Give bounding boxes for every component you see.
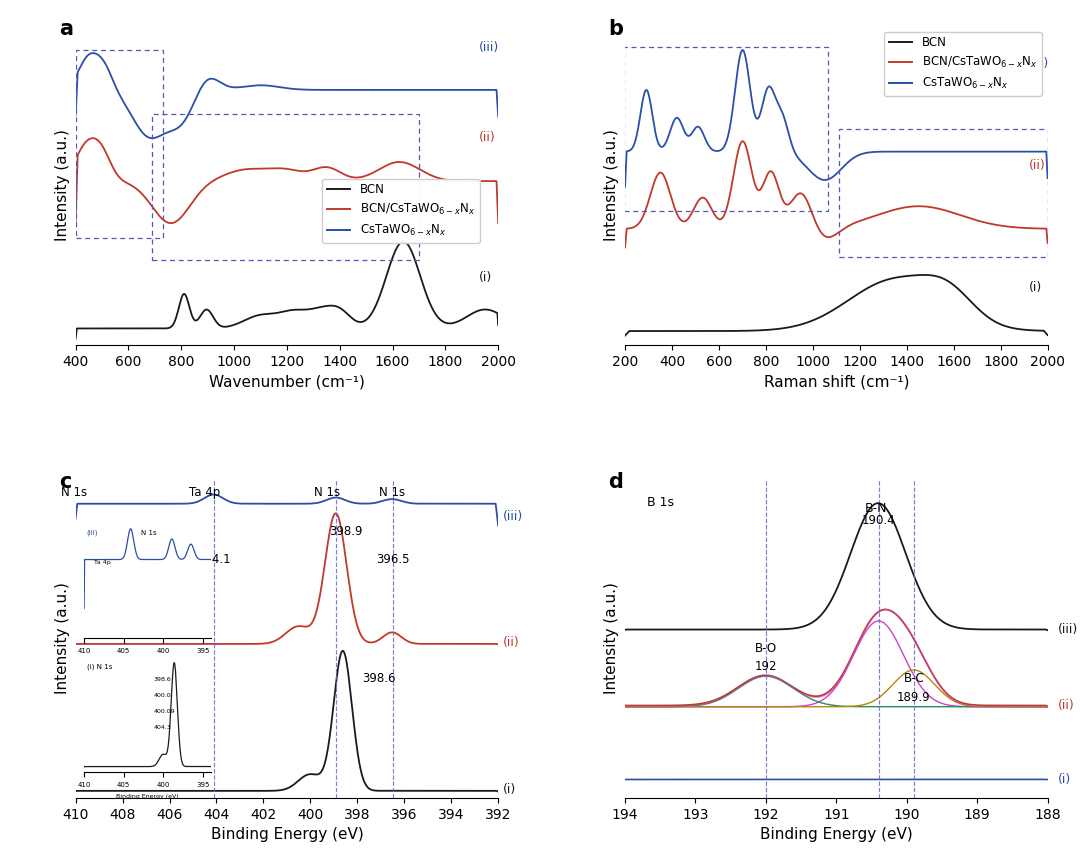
Text: (ii): (ii) <box>1058 699 1075 712</box>
Text: d: d <box>608 473 623 492</box>
Text: B 1s: B 1s <box>647 496 674 509</box>
Y-axis label: Intensity (a.u.): Intensity (a.u.) <box>55 130 70 241</box>
Y-axis label: Intensity (a.u.): Intensity (a.u.) <box>605 583 620 694</box>
Text: 192: 192 <box>755 661 778 674</box>
X-axis label: Binding Energy (eV): Binding Energy (eV) <box>211 827 363 843</box>
Text: (iii): (iii) <box>480 41 499 54</box>
Text: B-N: B-N <box>864 502 887 516</box>
Text: (iii): (iii) <box>503 511 523 523</box>
Text: 404.1: 404.1 <box>198 553 231 566</box>
Text: (i): (i) <box>503 783 516 796</box>
Text: Ta 4p: Ta 4p <box>189 486 220 499</box>
Text: (iii): (iii) <box>1028 57 1049 70</box>
Text: b: b <box>608 20 623 39</box>
Text: (i): (i) <box>1058 773 1071 786</box>
Text: 190.4: 190.4 <box>862 515 895 528</box>
Legend: BCN, BCN/CsTaWO$_{6-x}$N$_x$, CsTaWO$_{6-x}$N$_x$: BCN, BCN/CsTaWO$_{6-x}$N$_x$, CsTaWO$_{6… <box>322 178 480 243</box>
Y-axis label: Intensity (a.u.): Intensity (a.u.) <box>55 583 70 694</box>
Text: 189.9: 189.9 <box>897 691 931 704</box>
Text: 398.6: 398.6 <box>362 672 395 686</box>
X-axis label: Binding Energy (eV): Binding Energy (eV) <box>760 827 913 843</box>
Text: N 1s: N 1s <box>379 486 406 499</box>
Text: c: c <box>58 473 71 492</box>
Text: N 1s: N 1s <box>314 486 340 499</box>
Text: B-O: B-O <box>755 642 777 655</box>
X-axis label: Wavenumber (cm⁻¹): Wavenumber (cm⁻¹) <box>208 374 365 390</box>
Text: (ii): (ii) <box>1028 160 1045 172</box>
Text: (ii): (ii) <box>480 130 496 143</box>
Text: a: a <box>58 20 72 39</box>
Text: 398.9: 398.9 <box>329 525 363 538</box>
Text: N 1s: N 1s <box>62 486 87 499</box>
Bar <box>624 47 828 211</box>
Text: 396.5: 396.5 <box>376 553 409 566</box>
Y-axis label: Intensity (a.u.): Intensity (a.u.) <box>605 130 620 241</box>
Bar <box>76 50 163 239</box>
Bar <box>152 114 419 260</box>
Text: (i): (i) <box>480 271 492 284</box>
Text: (iii): (iii) <box>1058 624 1079 637</box>
X-axis label: Raman shift (cm⁻¹): Raman shift (cm⁻¹) <box>764 374 909 390</box>
Text: (i): (i) <box>1028 281 1042 293</box>
Legend: BCN, BCN/CsTaWO$_{6-x}$N$_x$, CsTaWO$_{6-x}$N$_x$: BCN, BCN/CsTaWO$_{6-x}$N$_x$, CsTaWO$_{6… <box>885 32 1042 96</box>
Text: (ii): (ii) <box>503 637 519 650</box>
Text: B-C: B-C <box>903 673 924 686</box>
Bar <box>839 129 1048 257</box>
